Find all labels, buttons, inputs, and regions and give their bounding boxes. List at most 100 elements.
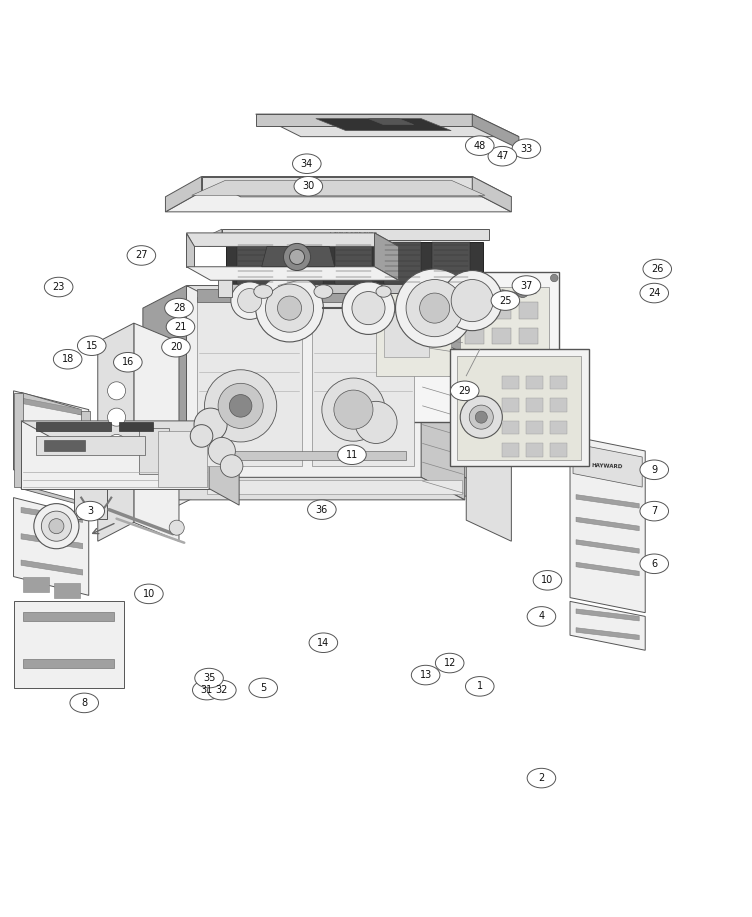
Ellipse shape	[435, 653, 464, 673]
Ellipse shape	[253, 285, 272, 298]
Bar	[197, 289, 414, 302]
Polygon shape	[576, 609, 639, 621]
Circle shape	[169, 520, 184, 536]
Bar	[119, 423, 153, 431]
Polygon shape	[143, 478, 465, 500]
Circle shape	[396, 269, 474, 348]
Polygon shape	[432, 242, 470, 284]
Polygon shape	[14, 602, 124, 688]
Polygon shape	[74, 489, 107, 519]
Ellipse shape	[162, 337, 190, 357]
Circle shape	[108, 408, 126, 426]
Text: 32: 32	[216, 685, 228, 695]
Polygon shape	[209, 229, 222, 247]
Ellipse shape	[77, 336, 106, 356]
Polygon shape	[98, 323, 134, 541]
Polygon shape	[21, 421, 239, 437]
Circle shape	[550, 414, 558, 421]
Bar	[550, 398, 567, 412]
Circle shape	[194, 408, 227, 441]
Ellipse shape	[640, 460, 669, 480]
Polygon shape	[576, 628, 639, 640]
Bar	[384, 312, 429, 357]
Polygon shape	[374, 233, 399, 281]
Polygon shape	[256, 114, 472, 127]
Text: 18: 18	[62, 354, 74, 364]
Text: 34: 34	[301, 159, 313, 169]
Ellipse shape	[195, 668, 223, 688]
Polygon shape	[186, 285, 421, 478]
Ellipse shape	[376, 286, 391, 297]
Polygon shape	[21, 507, 83, 523]
Polygon shape	[226, 284, 483, 293]
Text: 24: 24	[648, 288, 660, 298]
Ellipse shape	[411, 666, 440, 685]
Polygon shape	[202, 176, 511, 197]
Polygon shape	[164, 478, 502, 513]
Circle shape	[256, 274, 323, 342]
Bar	[312, 297, 414, 466]
Polygon shape	[576, 517, 639, 531]
Text: 47: 47	[496, 151, 508, 161]
Polygon shape	[23, 456, 81, 472]
Circle shape	[475, 411, 487, 423]
Ellipse shape	[166, 317, 195, 337]
Bar	[492, 302, 511, 318]
Ellipse shape	[450, 381, 479, 401]
Bar	[526, 398, 543, 412]
Ellipse shape	[527, 607, 556, 626]
Bar	[502, 421, 519, 435]
Polygon shape	[165, 176, 202, 212]
Ellipse shape	[165, 298, 193, 318]
Ellipse shape	[491, 291, 520, 310]
Bar	[492, 353, 511, 370]
Text: 26: 26	[651, 264, 663, 274]
Circle shape	[49, 519, 64, 534]
Polygon shape	[21, 392, 81, 414]
Bar	[465, 327, 484, 344]
Text: 30: 30	[302, 182, 314, 192]
Circle shape	[355, 402, 397, 444]
Text: 13: 13	[420, 670, 432, 680]
Polygon shape	[23, 427, 81, 444]
Bar	[207, 481, 462, 494]
Text: 10: 10	[143, 589, 155, 599]
Bar	[14, 393, 23, 487]
Ellipse shape	[76, 502, 105, 521]
Circle shape	[479, 437, 491, 449]
Ellipse shape	[465, 136, 494, 156]
Circle shape	[231, 282, 268, 319]
Ellipse shape	[512, 276, 541, 295]
Text: 33: 33	[520, 144, 532, 154]
Polygon shape	[421, 285, 465, 500]
Ellipse shape	[488, 147, 517, 166]
Polygon shape	[192, 181, 485, 195]
Polygon shape	[186, 267, 399, 281]
Text: 12: 12	[444, 658, 456, 668]
Bar	[519, 302, 538, 318]
Circle shape	[442, 271, 502, 331]
Bar	[526, 376, 543, 390]
Circle shape	[277, 296, 302, 320]
Polygon shape	[165, 192, 511, 212]
Polygon shape	[570, 602, 645, 650]
Circle shape	[220, 455, 243, 478]
Text: 16: 16	[122, 358, 134, 367]
Polygon shape	[368, 118, 414, 125]
Circle shape	[368, 414, 375, 421]
Bar	[158, 431, 207, 487]
Bar	[54, 582, 80, 598]
Polygon shape	[21, 534, 83, 548]
Polygon shape	[186, 285, 465, 308]
Ellipse shape	[114, 352, 142, 372]
Text: 37: 37	[520, 281, 532, 291]
Polygon shape	[335, 242, 372, 284]
Circle shape	[190, 425, 213, 447]
Bar	[23, 658, 114, 668]
Polygon shape	[237, 242, 274, 284]
Ellipse shape	[70, 693, 99, 713]
Bar	[450, 349, 589, 466]
Text: 3: 3	[87, 506, 93, 516]
Text: 15: 15	[86, 341, 98, 350]
Bar	[502, 444, 519, 457]
